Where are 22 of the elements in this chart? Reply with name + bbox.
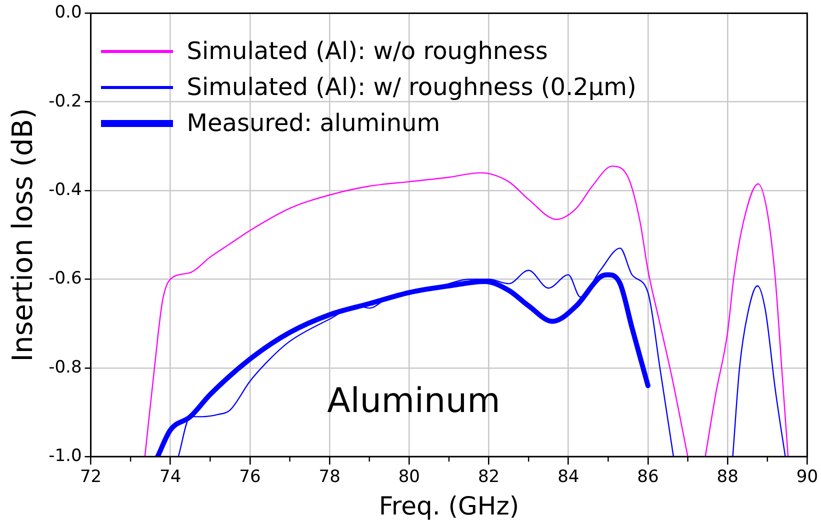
x-tick-label: 72 — [80, 467, 102, 488]
x-tick-label: 74 — [160, 467, 182, 488]
legend-label: Simulated (Al): w/ roughness (0.2μm) — [186, 72, 636, 104]
x-axis-title: Freq. (GHz) — [378, 492, 520, 520]
x-tick-label: 80 — [398, 467, 420, 488]
x-tick-label: 88 — [716, 467, 738, 488]
x-tick-label: 86 — [637, 467, 659, 488]
legend-label: Simulated (Al): w/o roughness — [186, 36, 548, 68]
x-tick-label: 84 — [558, 467, 580, 488]
x-tick-label: 78 — [318, 467, 340, 488]
y-tick-label: -0.8 — [48, 357, 82, 378]
x-tick-label: 82 — [478, 467, 500, 488]
legend-label: Measured: aluminum — [186, 108, 440, 140]
y-tick-label: 0.0 — [54, 2, 82, 23]
y-tick-label: -0.4 — [48, 180, 82, 200]
y-tick-label: -1.0 — [48, 446, 82, 466]
x-tick-label: 76 — [239, 467, 261, 488]
y-tick-label: -0.6 — [48, 268, 82, 289]
y-tick-label: -0.2 — [48, 91, 82, 112]
annotation: Aluminum — [327, 381, 500, 422]
y-axis-title: Insertion loss (dB) — [6, 108, 40, 362]
x-tick-label: 90 — [796, 467, 818, 488]
